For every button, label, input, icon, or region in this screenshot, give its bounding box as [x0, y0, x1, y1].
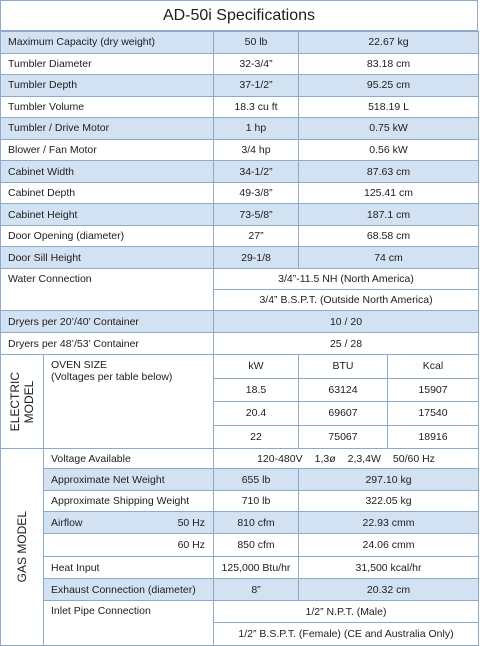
spec-imperial: 8” — [213, 578, 299, 601]
section-line: ELECTRIC — [8, 371, 22, 432]
spec-imperial: 34-1/2” — [213, 160, 299, 183]
sheet-title: AD-50i Specifications — [0, 0, 478, 31]
spec-metric: 20.32 cm — [298, 578, 479, 601]
section-text: ELECTRIC MODEL — [8, 372, 36, 431]
spec-imperial: 73-5/8” — [213, 203, 299, 226]
spec-metric: 187.1 cm — [298, 203, 479, 226]
spec-imperial: 125,000 Btu/hr — [213, 556, 299, 579]
spec-metric: 125.41 cm — [298, 181, 479, 205]
spec-label: Tumbler Depth — [0, 74, 214, 97]
spec-metric: 322.05 kg — [298, 490, 479, 512]
spec-metric: 0.56 kW — [298, 138, 479, 162]
spec-metric: 31,500 kcal/hr — [298, 556, 479, 579]
spec-metric: 95.25 cm — [298, 74, 479, 97]
spec-label: Dryers per 20’/40’ Container — [0, 310, 214, 333]
spec-label: Door Sill Height — [0, 246, 214, 269]
section-text: GAS MODEL — [15, 511, 29, 583]
spec-metric: 83.18 cm — [298, 52, 479, 76]
spec-label: Approximate Shipping Weight — [43, 490, 214, 512]
spec-imperial: 850 cfm — [213, 533, 299, 557]
spec-label: Maximum Capacity (dry weight) — [0, 31, 214, 54]
spec-imperial: 32-3/4” — [213, 52, 299, 76]
spec-imperial: 810 cfm — [213, 511, 299, 534]
spec-imperial: 18.3 cu ft — [213, 95, 299, 119]
oven-value: 17540 — [387, 401, 479, 426]
spec-value: 25 / 28 — [213, 332, 479, 355]
spec-value: 3/4” B.S.P.T. (Outside North America) — [213, 289, 479, 311]
oven-size: OVEN SIZE (Voltages per table below) — [43, 354, 214, 449]
spec-metric: 0.75 kW — [298, 117, 479, 140]
spec-label: Exhaust Connection (diameter) — [43, 578, 214, 601]
spec-label: Cabinet Height — [0, 203, 214, 226]
spec-metric: 74 cm — [298, 246, 479, 269]
column-header: Kcal — [387, 354, 479, 379]
spec-imperial: 710 lb — [213, 490, 299, 512]
spec-metric: 24.06 cmm — [298, 533, 479, 557]
spec-label: Tumbler / Drive Motor — [0, 117, 214, 140]
spec-label: Cabinet Width — [0, 160, 214, 183]
oven-value: 63124 — [298, 377, 388, 402]
section-label: ELECTRIC MODEL — [0, 354, 44, 449]
spec-label: Heat Input — [43, 556, 214, 579]
airflow-name: Airflow — [51, 516, 83, 529]
airflow-label: Airflow 50 Hz — [43, 511, 214, 534]
voltage-part: 1,3ø — [314, 452, 336, 465]
spec-imperial: 27” — [213, 224, 299, 248]
spec-metric: 22.93 cmm — [298, 511, 479, 534]
spec-imperial: 1 hp — [213, 117, 299, 140]
column-header: BTU — [298, 354, 388, 379]
airflow-frequency: 50 Hz — [177, 516, 205, 529]
spec-value: 1/2” B.S.P.T. (Female) (CE and Australia… — [213, 622, 479, 646]
spec-label: Tumbler Diameter — [0, 52, 214, 76]
spec-label: Water Connection — [0, 268, 214, 311]
oven-size-label: OVEN SIZE — [51, 359, 108, 371]
spec-label: Inlet Pipe Connection — [43, 600, 214, 646]
spec-value: 1/2” N.P.T. (Male) — [213, 600, 479, 623]
spec-metric: 297.10 kg — [298, 468, 479, 491]
spec-imperial: 29-1/8 — [213, 246, 299, 269]
oven-value: 18.5 — [213, 377, 299, 402]
column-header: kW — [213, 354, 299, 379]
spec-label: Voltage Available — [43, 448, 214, 469]
oven-value: 15907 — [387, 377, 479, 402]
oven-value: 69607 — [298, 401, 388, 426]
spec-metric: 68.58 cm — [298, 224, 479, 248]
spec-value: 3/4”-11.5 NH (North America) — [213, 268, 479, 290]
oven-size-note: (Voltages per table below) — [51, 371, 173, 383]
section-label: GAS MODEL — [0, 448, 44, 646]
oven-value: 75067 — [298, 424, 388, 449]
oven-value: 20.4 — [213, 401, 299, 426]
spec-imperial: 37-1/2” — [213, 74, 299, 97]
spec-label: Approximate Net Weight — [43, 468, 214, 491]
spec-label: Tumbler Volume — [0, 95, 214, 119]
voltage-part: 50/60 Hz — [392, 452, 435, 465]
voltage-part: 2,3,4W — [347, 452, 381, 465]
spec-metric: 87.63 cm — [298, 160, 479, 183]
voltage-value: 120-480V 1,3ø 2,3,4W 50/60 Hz — [213, 448, 479, 469]
spec-label: Blower / Fan Motor — [0, 138, 214, 162]
oven-value: 18916 — [387, 424, 479, 449]
spec-metric: 22.67 kg — [298, 31, 479, 54]
oven-value: 22 — [213, 424, 299, 449]
airflow-label: 60 Hz — [43, 533, 214, 557]
voltage-part: 120-480V — [257, 452, 303, 465]
spec-value: 10 / 20 — [213, 310, 479, 333]
spec-label: Cabinet Depth — [0, 181, 214, 205]
spec-label: Door Opening (diameter) — [0, 224, 214, 248]
spec-label: Dryers per 48’/53’ Container — [0, 332, 214, 355]
spec-imperial: 3/4 hp — [213, 138, 299, 162]
airflow-frequency: 60 Hz — [177, 539, 205, 551]
spec-imperial: 49-3/8” — [213, 181, 299, 205]
spec-metric: 518.19 L — [298, 95, 479, 119]
section-line: MODEL — [22, 380, 36, 423]
spec-imperial: 655 lb — [213, 468, 299, 491]
spec-imperial: 50 lb — [213, 31, 299, 54]
